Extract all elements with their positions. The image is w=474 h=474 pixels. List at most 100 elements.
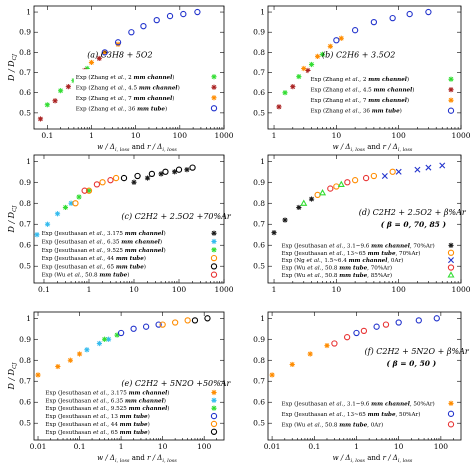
legend-marker [211, 230, 217, 236]
legend-entry-label: Exp (Zhang et al., 2 mm channel) [310, 76, 409, 83]
data-point [128, 29, 135, 36]
data-point [120, 174, 128, 182]
legend-marker [211, 405, 217, 411]
series-5 [120, 164, 196, 182]
plot-frame [267, 311, 462, 441]
legend-entry-label: Exp (Jesuthasan et al., 65 mm tube) [45, 429, 149, 436]
series-1 [131, 167, 190, 185]
data-point [37, 116, 44, 122]
data-point [171, 319, 179, 326]
legend-box [279, 240, 457, 279]
data-point [296, 204, 302, 211]
legend-entry-label: Exp (Zhang et al., 2 mm channel) [76, 74, 175, 81]
data-point [140, 23, 147, 30]
data-point [65, 84, 71, 90]
data-point [96, 55, 102, 62]
data-point [44, 221, 51, 227]
y-tick-label: 0.8 [253, 356, 265, 365]
legend-entry-label: Exp (Zhang et al., 4.5 mm channel) [76, 84, 180, 91]
legend: Exp (Zhang et al., 2 mm channel) Exp (Zha… [73, 69, 220, 114]
x-tick-label: 1 [89, 131, 94, 140]
data-point [62, 204, 69, 211]
data-point [166, 12, 174, 20]
data-point [319, 51, 326, 57]
data-point [88, 59, 95, 66]
data-point [308, 196, 315, 202]
panel-title: (c) C2H2 + 2.5O2 +70%Ar [121, 212, 232, 221]
legend-marker [210, 263, 218, 270]
y-tick-label: 1 [260, 314, 265, 323]
data-point [112, 174, 120, 182]
data-point [99, 179, 106, 186]
data-point [362, 174, 370, 182]
x-axis-label: w / Δi, loss and r / Δi, loss [333, 454, 413, 464]
data-point [86, 188, 92, 194]
panel-subtitle: ( β = 0, 70, 85 ) [381, 220, 447, 229]
panel-d: 1 10 100 1000 0.5 0.6 0.7 0.8 0.9 1 (d) C2H2 + 2.5… [253, 154, 471, 294]
y-tick-label: 0.7 [253, 377, 265, 386]
data-point [389, 168, 396, 175]
data-point [370, 172, 378, 180]
data-point [296, 73, 302, 80]
series-6 [191, 315, 211, 324]
y-tick-label: 0.7 [19, 220, 31, 229]
legend-box [73, 69, 220, 114]
data-point [158, 171, 164, 177]
y-tick-label: 0.6 [19, 88, 31, 97]
data-point [105, 336, 112, 342]
series-6 [81, 177, 114, 194]
y-tick-label: 0.8 [19, 48, 31, 57]
legend-marker [211, 74, 217, 80]
series-3 [101, 332, 120, 342]
panel-title: (b) C2H6 + 3.5O2 [322, 51, 395, 60]
data-point [93, 181, 101, 188]
legend-entry-label: Exp (Jesuthasan et al., 13 mm tube) [45, 413, 149, 420]
x-tick-label: 1000 [451, 285, 470, 294]
data-point [114, 332, 120, 338]
y-tick-label: 0.7 [19, 68, 31, 77]
data-point [96, 340, 102, 347]
series-2 [84, 336, 112, 353]
x-tick-label: 100 [172, 285, 187, 294]
series-4 [117, 321, 162, 337]
panel-a: 0.1 1 10 100 1000 0.5 0.6 0.7 0.8 0.9 1 D / DCJ w / … [7, 5, 234, 153]
data-point [289, 361, 295, 368]
data-point [290, 84, 296, 90]
x-tick-label: 100 [434, 442, 449, 451]
series-2 [276, 67, 311, 110]
y-tick-label: 1 [26, 314, 31, 323]
data-point [395, 319, 402, 326]
data-point [282, 90, 288, 96]
data-point [327, 43, 333, 49]
data-point [162, 168, 169, 175]
data-point [101, 49, 108, 56]
series-1 [35, 351, 83, 378]
legend-marker [447, 249, 455, 256]
y-tick-label: 0.5 [19, 262, 31, 271]
data-point [337, 180, 345, 188]
x-axis-label: w / Δi, loss and r / Δi, loss [333, 143, 413, 153]
series-3 [62, 188, 92, 211]
data-point [76, 351, 83, 357]
legend-entry-label: Exp (Jesuthasan et al., 3.1~9.6 mm chann… [282, 242, 435, 249]
data-point [76, 194, 82, 200]
x-axis-label: w / Δi, loss and r / Δi, loss [97, 143, 177, 153]
x-tick-label: 1 [87, 285, 92, 294]
data-point [331, 340, 338, 347]
x-tick-label: 0.1 [41, 131, 53, 140]
legend-box [39, 227, 220, 279]
panel-subtitle: ( β = 0, 50 ) [387, 359, 437, 368]
data-point [333, 37, 340, 44]
y-tick-label: 0.6 [253, 398, 265, 407]
y-tick-label: 0.8 [253, 48, 265, 57]
x-tick-label: 1 [119, 442, 124, 451]
panel-f: 0.01 0.1 1 10 100 0.5 0.6 0.7 0.8 0.9 1 w / Δi, los… [253, 311, 470, 464]
panel-title: (d) C2H2 + 2.5O2 + β%Ar [359, 208, 467, 217]
x-tick-label: 1 [354, 442, 359, 451]
data-point [360, 327, 368, 335]
y-tick-label: 0.7 [253, 68, 265, 77]
data-point [115, 41, 121, 47]
y-tick-label: 0.5 [19, 108, 31, 117]
legend-marker [210, 428, 218, 435]
series-2 [353, 315, 440, 337]
